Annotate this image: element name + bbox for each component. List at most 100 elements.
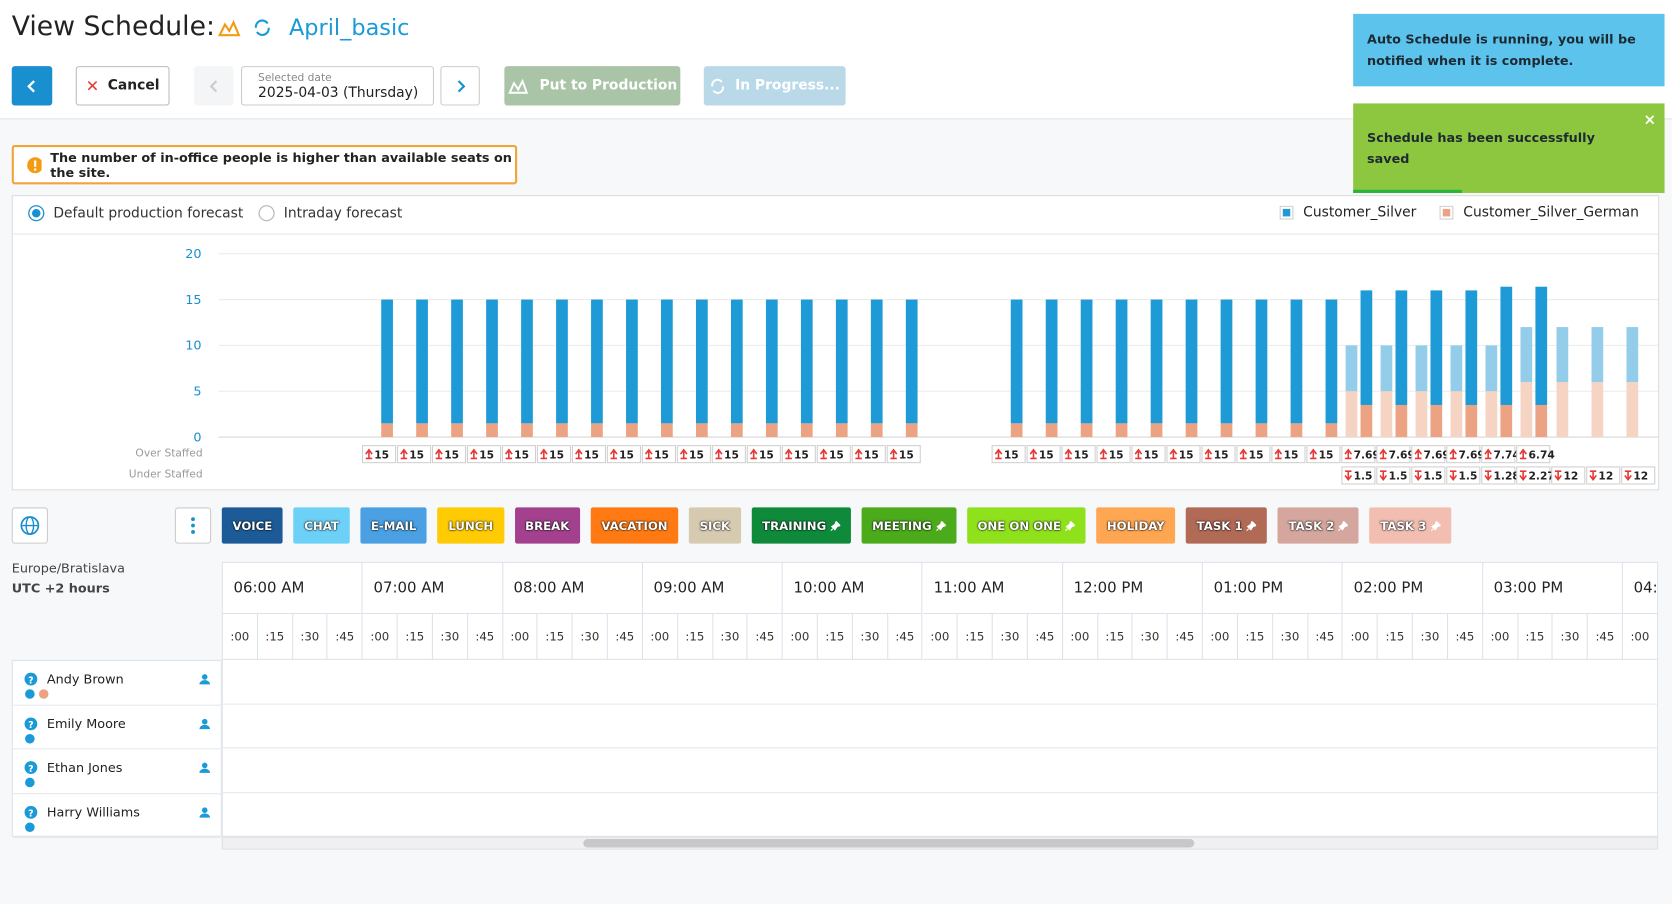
activity-label: TASK 2 xyxy=(1288,518,1335,533)
help-icon-mark: ? xyxy=(28,808,34,819)
agent-row[interactable]: ? Ethan Jones xyxy=(12,749,221,794)
toast-close[interactable]: × xyxy=(1643,111,1657,129)
legend-item[interactable]: Customer_Silver_German xyxy=(1439,205,1639,221)
activity-button[interactable]: ONE ON ONE xyxy=(966,507,1086,544)
quarter-cell: :45 xyxy=(467,614,503,660)
quarter-label: :15 xyxy=(1525,630,1545,644)
quarter-cell: :45 xyxy=(747,614,783,660)
scrollbar-thumb[interactable] xyxy=(583,838,1195,848)
bar-segment xyxy=(1556,327,1569,383)
pin-shape xyxy=(935,520,946,531)
bar-segment xyxy=(1380,391,1393,438)
staffing-arrow xyxy=(1519,448,1527,460)
quarter-label: :00 xyxy=(1350,630,1370,644)
timezone-name: Europe/Bratislava xyxy=(11,560,125,576)
staffing-value: 15 xyxy=(689,448,704,461)
put-to-production-button[interactable]: Put to Production xyxy=(504,66,681,106)
agent-row[interactable]: ? Harry Williams xyxy=(12,794,221,838)
quarter-label: :45 xyxy=(1315,630,1335,644)
activity-button[interactable]: TASK 1 xyxy=(1186,507,1268,544)
activity-button[interactable]: HOLIDAY xyxy=(1096,507,1176,544)
forecast-option[interactable]: Default production forecast xyxy=(28,205,243,222)
bar-segment xyxy=(521,423,533,438)
bar-segment xyxy=(1485,345,1498,392)
horizontal-scrollbar[interactable] xyxy=(221,836,1659,850)
bar-segment xyxy=(1430,404,1443,438)
forecast-option[interactable]: Intraday forecast xyxy=(258,205,402,222)
quarter-label: :45 xyxy=(1175,630,1195,644)
person-body xyxy=(199,724,211,729)
toast[interactable]: Auto Schedule is running, you will be no… xyxy=(1353,13,1665,87)
activity-button[interactable]: TASK 2 xyxy=(1277,507,1359,544)
agent-row[interactable]: ? Andy Brown xyxy=(12,661,221,706)
help-icon xyxy=(24,672,38,686)
quarter-label: :00 xyxy=(1070,630,1090,644)
hour-cell: 07:00 AM xyxy=(362,562,503,615)
cancel-button[interactable]: ✕ Cancel xyxy=(75,66,170,106)
staffing-arrow xyxy=(1064,448,1073,460)
staffing-value: 1.5 xyxy=(1354,470,1373,483)
timezone-button[interactable] xyxy=(11,507,48,544)
legend-swatch xyxy=(1279,205,1294,220)
legend-item[interactable]: Customer_Silver xyxy=(1279,205,1416,221)
date-picker[interactable]: Selected date 2025-04-03 (Thursday) xyxy=(240,66,434,106)
staffing-arrow xyxy=(1624,470,1632,482)
toast[interactable]: Schedule has been successfully saved × xyxy=(1353,103,1665,193)
bar-segment xyxy=(556,423,568,438)
hour-cell: 11:00 AM xyxy=(922,562,1063,615)
pin-shape xyxy=(1338,520,1349,531)
bar-segment xyxy=(556,299,568,424)
activity-button[interactable]: E-MAIL xyxy=(360,507,428,544)
activity-button[interactable]: LUNCH xyxy=(437,507,504,544)
staffing-arrow xyxy=(1309,448,1318,460)
activity-button[interactable]: MEETING xyxy=(861,507,957,544)
activity-button[interactable]: TRAINING xyxy=(751,507,851,544)
activity-button[interactable]: SICK xyxy=(688,507,741,544)
activity-button[interactable]: TASK 3 xyxy=(1369,507,1451,544)
bar-segment xyxy=(1345,345,1358,392)
activity-label: CHAT xyxy=(304,518,339,533)
pin-icon xyxy=(1338,520,1349,531)
agent-row[interactable]: ? Emily Moore xyxy=(12,705,221,750)
page-title: View Schedule: xyxy=(11,10,215,42)
activity-button[interactable]: BREAK xyxy=(514,507,581,544)
staffing-arrow xyxy=(1344,470,1353,482)
sync-icon[interactable] xyxy=(253,18,272,37)
bar-segment xyxy=(1290,299,1303,424)
activity-label: HOLIDAY xyxy=(1106,518,1165,533)
bar-segment xyxy=(1450,345,1463,392)
bar-segment xyxy=(591,299,603,424)
bar-segment xyxy=(1535,404,1548,438)
bar-segment xyxy=(1430,290,1443,405)
staffing-value: 15 xyxy=(584,448,599,461)
bar-segment xyxy=(1591,327,1604,383)
activity-label: VOICE xyxy=(232,518,273,533)
staffing-value: 15 xyxy=(1144,448,1159,461)
hour-label: 03:00 PM xyxy=(1493,579,1564,597)
quarter-cell: :45 xyxy=(1447,614,1483,660)
toast-text: Auto Schedule is running, you will be no… xyxy=(1367,31,1636,69)
hour-cell: 08:00 AM xyxy=(502,562,643,615)
pin-icon xyxy=(1065,520,1075,531)
next-date-button[interactable] xyxy=(440,66,480,106)
activity-button[interactable]: CHAT xyxy=(293,507,350,544)
quarter-label: :30 xyxy=(300,630,320,644)
bar-segment xyxy=(905,423,918,438)
bar-segment xyxy=(661,299,673,424)
activity-button[interactable]: VOICE xyxy=(221,507,283,544)
activity-button[interactable]: VACATION xyxy=(590,507,679,544)
staffing-value: 15 xyxy=(444,448,459,461)
previous-date-button[interactable] xyxy=(194,66,234,106)
forecast-option-label: Intraday forecast xyxy=(283,205,403,222)
back-button[interactable] xyxy=(11,66,53,106)
staffing-row-label: Under Staffed xyxy=(129,468,203,481)
schedule-name[interactable]: April_basic xyxy=(288,14,410,41)
bar-segment xyxy=(486,299,498,424)
staffing-arrow xyxy=(784,448,793,460)
staffing-value: 15 xyxy=(549,448,564,461)
more-button[interactable] xyxy=(174,507,212,544)
staffing-value: 6.74 xyxy=(1528,448,1554,461)
staffing-value: 15 xyxy=(794,448,809,461)
staffing-value: 15 xyxy=(654,448,669,461)
